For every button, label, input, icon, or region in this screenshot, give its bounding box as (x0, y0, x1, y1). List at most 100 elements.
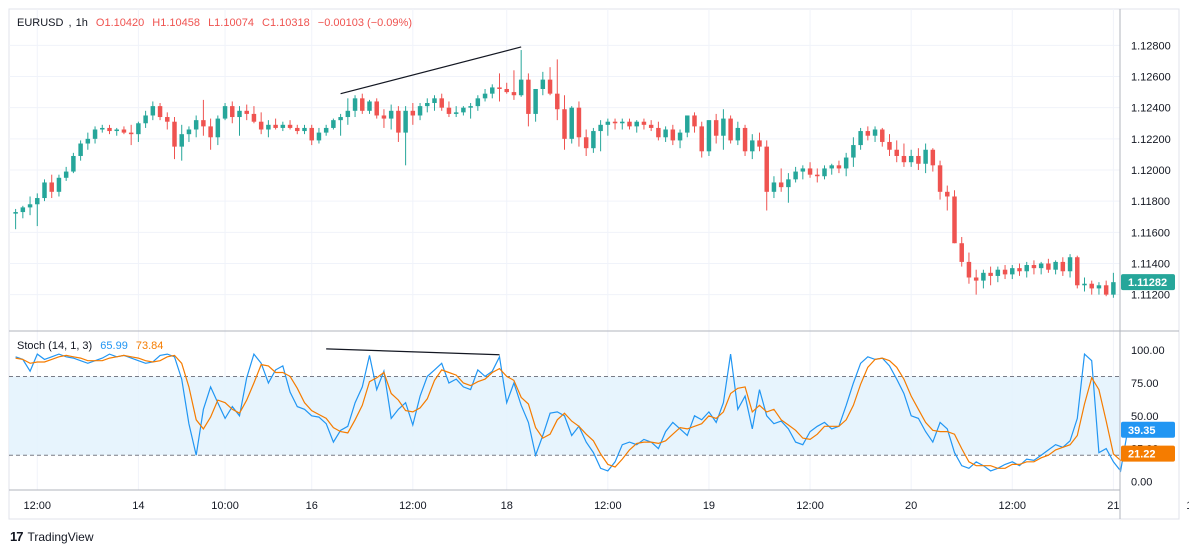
candle (388, 104, 394, 130)
trendline-stoch (326, 348, 500, 356)
candle (20, 205, 26, 219)
last-price-badge-text: 1.11282 (1128, 277, 1167, 289)
candle-body (793, 171, 798, 180)
candle-body (540, 79, 546, 89)
candle (1067, 254, 1073, 278)
candle (374, 98, 379, 119)
candle (966, 252, 972, 284)
candle (872, 126, 878, 142)
time-tick-label: 14 (132, 500, 144, 512)
last-price-badge-bg (1121, 274, 1175, 291)
candle (518, 50, 524, 97)
candle (186, 126, 192, 142)
price-tick-label: 1.11600 (1131, 227, 1170, 239)
stoch-lines-layer (15, 352, 1129, 473)
candle (244, 104, 249, 121)
candle-body (612, 121, 618, 124)
stoch-d-badge: 21.22 (1121, 445, 1175, 462)
candle-body (1038, 263, 1044, 269)
candle-body (800, 168, 806, 172)
candle (56, 174, 62, 197)
candle (381, 109, 387, 128)
candle-body (1089, 283, 1094, 289)
candle (945, 185, 950, 211)
candle (656, 121, 661, 141)
candle (836, 160, 842, 174)
candle-body (945, 191, 950, 197)
candle-body (988, 272, 993, 276)
candle (482, 88, 488, 102)
symbol-name[interactable]: EURUSD (17, 17, 64, 29)
candle-body (1010, 268, 1015, 275)
candle (858, 127, 863, 150)
tradingview-logo[interactable]: 17 TradingView (10, 529, 94, 544)
candle (634, 120, 639, 133)
price-tick-label: 1.12600 (1131, 72, 1171, 84)
candle-body (966, 261, 972, 278)
candle-body (1031, 265, 1037, 269)
candle-body (396, 110, 401, 133)
candle (193, 115, 199, 138)
price-axis[interactable]: 1.12800 1.12600 1.12400 1.12200 1.12000 1.118… (1131, 40, 1171, 301)
timeframe[interactable]: 1h (75, 17, 88, 29)
candle (345, 98, 351, 125)
price-tick-label: 1.12800 (1131, 40, 1171, 52)
candle (771, 176, 777, 199)
candle (764, 140, 769, 211)
candle (793, 166, 798, 183)
candle-body (995, 269, 1001, 276)
candle-body (165, 117, 170, 122)
candle (576, 101, 582, 147)
candle (157, 103, 163, 121)
candle (800, 165, 806, 180)
time-tick-label: 12:00 (399, 500, 427, 512)
candle-body (27, 204, 33, 208)
candles-layer[interactable] (13, 50, 1116, 298)
candle (230, 101, 235, 124)
candle (215, 115, 221, 146)
candle-body (42, 182, 47, 199)
candle (280, 121, 286, 132)
open-value: O1.10420 (95, 17, 145, 29)
candle-body (266, 124, 271, 130)
time-axis[interactable]: 12:00 14 10:00 16 12:00 18 12:00 19 12:00 20 12:00… (24, 500, 1189, 512)
candle (901, 143, 907, 167)
stoch-name[interactable]: Stoch (14, 1, 3) (17, 340, 93, 352)
candle-body (295, 127, 300, 132)
candle (778, 168, 784, 192)
time-tick-label: 12:00 (999, 500, 1027, 512)
candle (887, 134, 892, 156)
candle-body (56, 177, 62, 192)
candle (822, 165, 827, 180)
candle-body (316, 132, 322, 141)
candle-body (620, 121, 625, 124)
time-tick-label: 21 (1107, 500, 1119, 512)
candle-body (605, 121, 611, 125)
candle (663, 126, 668, 142)
candle-body (851, 145, 856, 158)
candle (959, 236, 964, 267)
trendlines-layer[interactable] (326, 46, 522, 356)
candle (547, 67, 553, 96)
candle (121, 126, 127, 135)
candle-body (901, 155, 907, 163)
stoch-k-line (15, 352, 1129, 473)
candle (1046, 258, 1051, 273)
candle-body (35, 198, 40, 205)
legend-header[interactable]: EURUSD, 1h O1.10420 H1.10458 L1.10074 C1… (17, 17, 412, 29)
candle (432, 95, 437, 111)
stoch-k-badge: 39.35 (1121, 421, 1175, 438)
candle-body (78, 143, 83, 156)
candle-body (504, 88, 509, 93)
candle-body (85, 138, 91, 144)
candle-body (583, 137, 589, 149)
candle (829, 163, 834, 175)
candle-body (309, 127, 314, 141)
candle-body (836, 165, 842, 169)
low-value: L1.10074 (208, 17, 254, 29)
candle (461, 106, 466, 116)
candle (677, 129, 683, 149)
candle-body (815, 174, 820, 177)
stoch-legend[interactable]: Stoch (14, 1, 3) 65.99 73.84 (17, 340, 168, 352)
candle (620, 118, 625, 130)
